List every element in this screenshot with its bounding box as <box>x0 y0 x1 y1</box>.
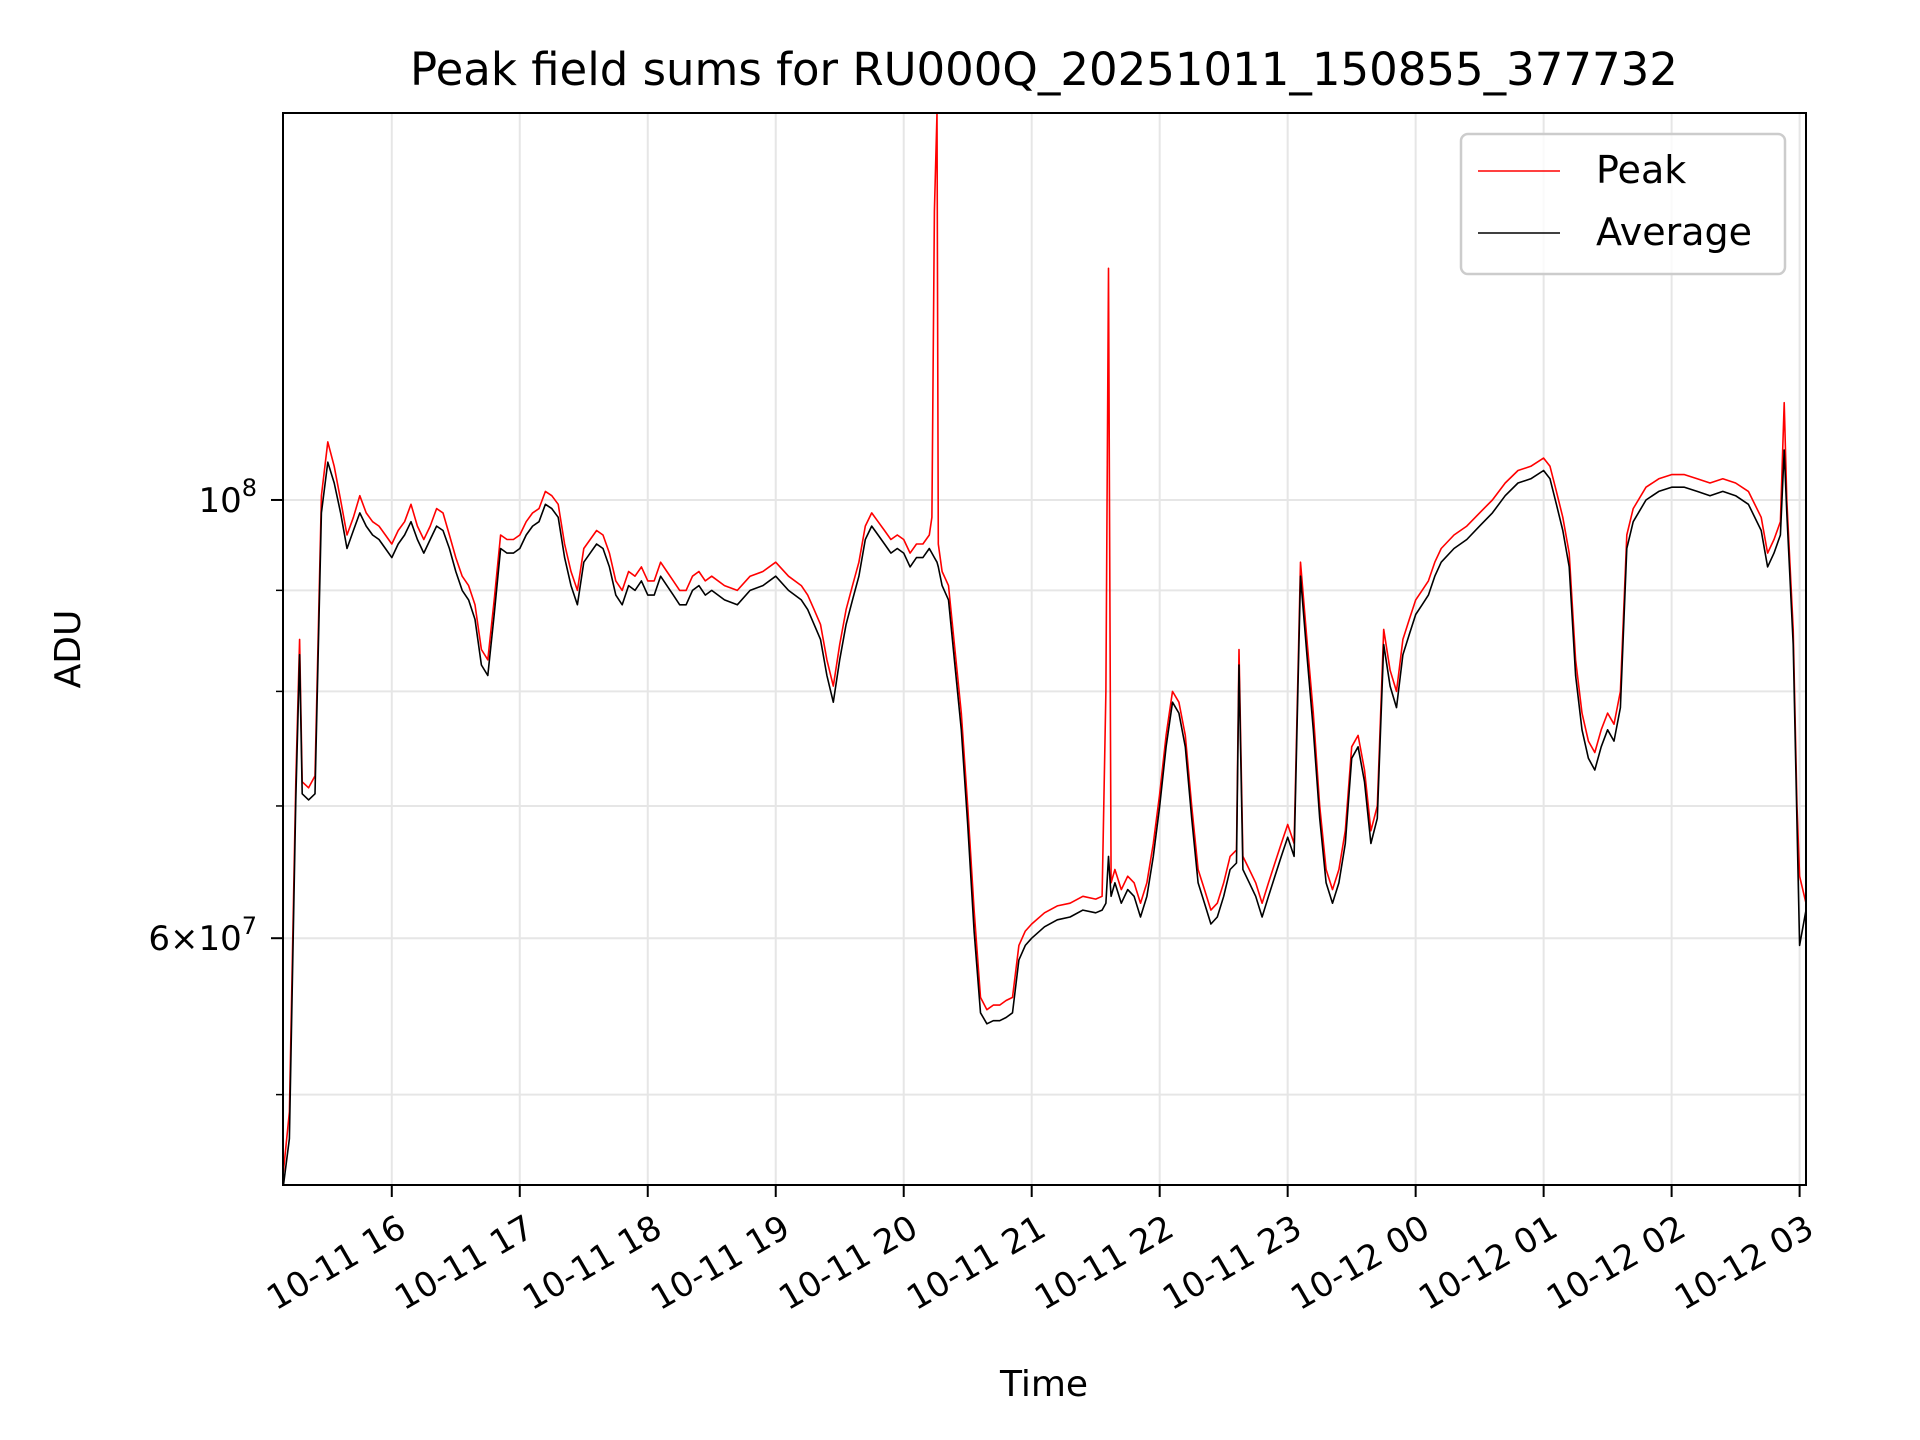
chart-title: Peak field sums for RU000Q_20251011_1508… <box>410 43 1678 96</box>
legend-average-label: Average <box>1596 210 1752 254</box>
legend: Peak Average <box>1459 132 1787 276</box>
legend-peak-label: Peak <box>1596 148 1686 192</box>
legend-box <box>1459 132 1787 276</box>
x-axis-label: Time <box>999 1364 1088 1405</box>
y-tick-label: 108 <box>198 474 257 521</box>
plot-series <box>283 113 1806 1185</box>
y-tick-label-base: 6×10 <box>148 919 241 959</box>
y-tick-label: 6×107 <box>148 912 257 959</box>
series-line-average <box>283 449 1806 1185</box>
y-tick-label-base: 10 <box>198 481 241 521</box>
y-axis-label: ADU <box>48 610 89 689</box>
y-tick-label-exponent: 7 <box>242 912 257 940</box>
grid-lines <box>283 113 1806 1185</box>
plot-frame <box>282 112 1807 1186</box>
series-line-peak <box>283 113 1806 1176</box>
y-axis: 6×107 108 <box>148 474 283 1096</box>
y-tick-label-exponent: 8 <box>242 474 257 502</box>
